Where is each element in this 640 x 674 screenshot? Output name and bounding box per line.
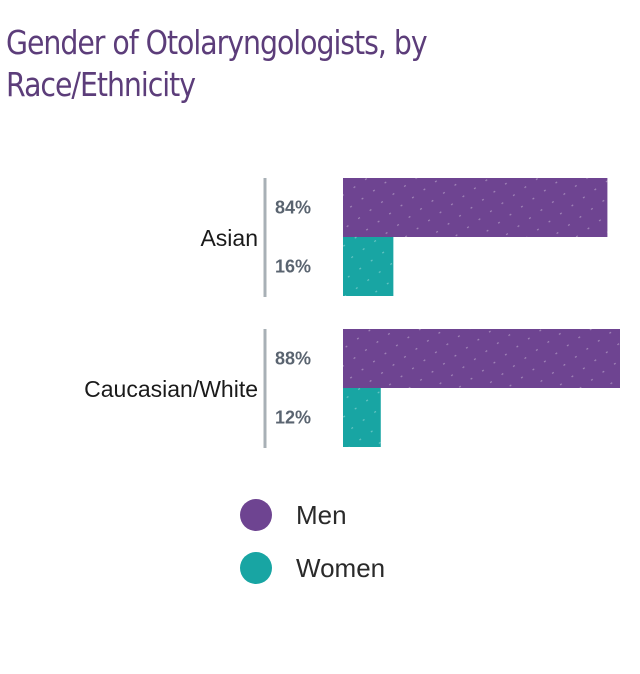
legend-item-men: Men <box>240 499 385 531</box>
legend-label-men: Men <box>296 500 347 530</box>
value-label-asian-men: 84% <box>275 198 311 218</box>
bar-asian-men <box>343 178 608 237</box>
bar-caucasian-white-men <box>343 329 620 388</box>
bar-asian-women <box>343 237 394 296</box>
category-label-caucasian-white: Caucasian/White <box>84 376 258 402</box>
value-label-caucasian-white-men: 88% <box>275 349 311 369</box>
value-label-asian-women: 16% <box>275 257 311 277</box>
bar-caucasian-white-women <box>343 388 381 447</box>
legend: Men Women <box>240 499 386 606</box>
legend-item-women: Women <box>240 552 386 584</box>
chart-title: Gender of Otolaryngologists, by Race/Eth… <box>6 23 428 104</box>
value-label-caucasian-white-women: 12% <box>275 408 311 428</box>
men-circle-icon <box>240 499 272 531</box>
legend-label-women: Women <box>296 553 386 583</box>
category-label-asian: Asian <box>200 225 258 251</box>
women-circle-icon <box>240 552 272 584</box>
